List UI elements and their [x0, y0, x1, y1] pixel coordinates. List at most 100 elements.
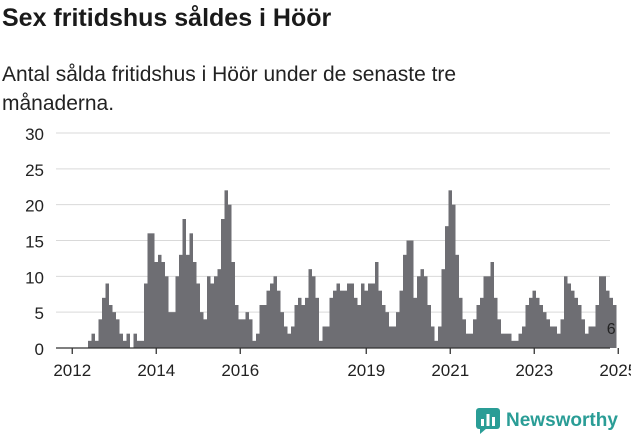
bar: [126, 333, 130, 348]
bar: [553, 326, 557, 348]
bar: [592, 326, 596, 348]
bar: [581, 319, 585, 348]
bar: [595, 305, 599, 348]
bar: [501, 333, 505, 348]
bar: [557, 333, 561, 348]
bar: [483, 276, 487, 348]
bar: [480, 297, 484, 348]
bar: [259, 305, 263, 348]
bar: [368, 283, 372, 348]
bar: [112, 312, 116, 348]
bar: [609, 297, 613, 348]
bar: [574, 297, 578, 348]
bar: [196, 283, 200, 348]
bar: [564, 276, 568, 348]
bar: [151, 233, 155, 348]
bar: [511, 340, 515, 348]
bar: [158, 254, 162, 348]
y-tick-label: 25: [25, 161, 44, 180]
bar: [588, 326, 592, 348]
bar: [140, 340, 144, 348]
bar: [294, 305, 298, 348]
bar: [371, 283, 375, 348]
x-tick-label: 2016: [221, 361, 259, 380]
bar: [333, 290, 337, 348]
bar: [434, 340, 438, 348]
bar: [137, 340, 141, 348]
bar: [224, 190, 228, 348]
bar: [427, 305, 431, 348]
x-tick-label: 2019: [347, 361, 385, 380]
chart-title: Sex fritidshus såldes i Höör: [2, 4, 332, 32]
bar: [256, 333, 260, 348]
bar: [144, 283, 148, 348]
bar: [410, 240, 414, 348]
bar: [417, 276, 421, 348]
bar: [312, 276, 316, 348]
bar: [518, 333, 522, 348]
bar: [116, 319, 120, 348]
bar: [525, 305, 529, 348]
bar: [109, 305, 113, 348]
bar: [396, 312, 400, 348]
bar: [354, 297, 358, 348]
bar: [217, 269, 221, 348]
bar: [347, 283, 351, 348]
bar: [340, 290, 344, 348]
bar: [613, 305, 617, 348]
bar: [119, 333, 123, 348]
bar: [606, 290, 610, 348]
bar: [322, 326, 326, 348]
bar: [403, 254, 407, 348]
bar: [571, 290, 575, 348]
bar: [494, 297, 498, 348]
chart-subtitle: Antal sålda fritidshus i Höör under de s…: [2, 63, 457, 115]
bar: [504, 333, 508, 348]
x-tick-label: 2014: [137, 361, 175, 380]
bar: [207, 276, 211, 348]
bar: [585, 333, 589, 348]
bar: [469, 333, 473, 348]
bar: [273, 276, 277, 348]
bar: [235, 305, 239, 348]
bar: [287, 333, 291, 348]
y-tick-label: 10: [25, 268, 44, 287]
bar: [270, 283, 274, 348]
bar: [448, 190, 452, 348]
bar: [133, 333, 137, 348]
bar: [189, 233, 193, 348]
chart-bubble-icon: [476, 408, 500, 434]
bar: [266, 290, 270, 348]
bar: [242, 319, 246, 348]
bar: [161, 262, 165, 348]
bar: [350, 283, 354, 348]
bar: [459, 297, 463, 348]
bar: [291, 326, 295, 348]
bar: [497, 319, 501, 348]
bar: [182, 219, 186, 348]
bar: [546, 319, 550, 348]
x-tick-label: 2023: [515, 361, 553, 380]
bar: [438, 326, 442, 348]
bar: [490, 262, 494, 348]
y-tick-label: 15: [25, 233, 44, 252]
bar: [441, 269, 445, 348]
bar: [567, 283, 571, 348]
bar: [455, 254, 459, 348]
bar: [599, 276, 603, 348]
bar: [476, 305, 480, 348]
bar: [550, 326, 554, 348]
bar: [420, 269, 424, 348]
bar: [165, 276, 169, 348]
bar: [445, 226, 449, 348]
bar: [238, 319, 242, 348]
bar: [539, 305, 543, 348]
highlight-value-label: 6: [607, 321, 616, 338]
bar: [168, 312, 172, 348]
bar: [578, 305, 582, 348]
bar: [431, 326, 435, 348]
y-tick-label: 20: [25, 197, 44, 216]
bar: [221, 219, 225, 348]
bar: [147, 233, 151, 348]
bar: [543, 312, 547, 348]
